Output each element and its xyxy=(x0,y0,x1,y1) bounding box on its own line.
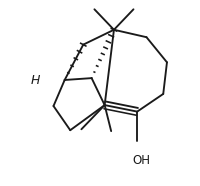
Text: H: H xyxy=(30,74,40,87)
Text: OH: OH xyxy=(132,154,150,167)
